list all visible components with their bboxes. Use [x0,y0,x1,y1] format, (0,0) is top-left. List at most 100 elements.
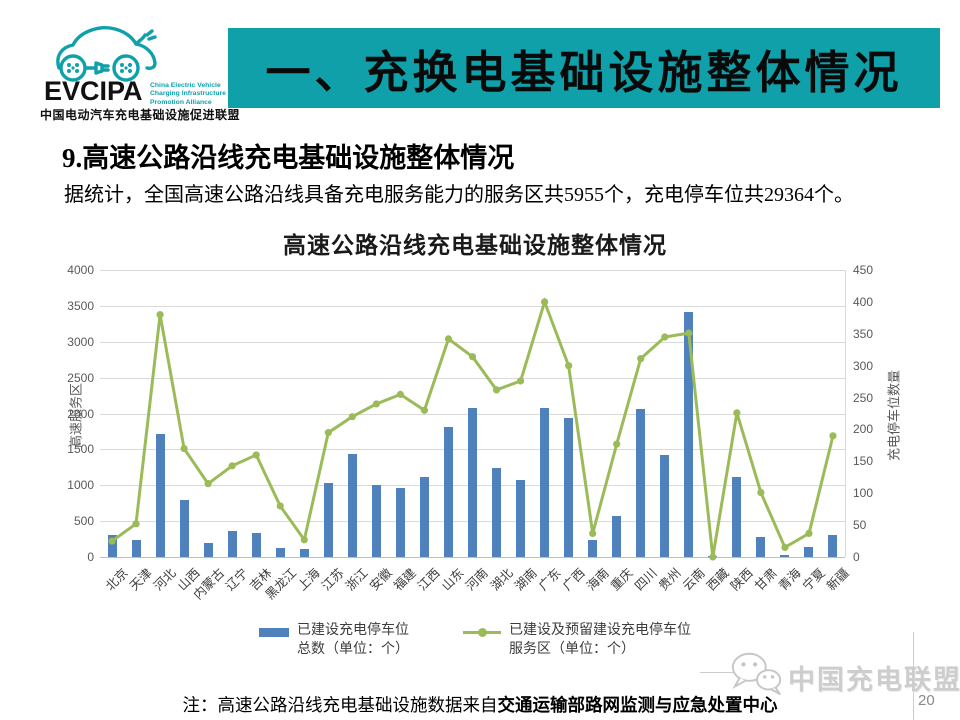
left-tick-3000: 3000 [67,334,94,349]
section-summary: 据统计，全国高速公路沿线具备充电服务能力的服务区共5955个，充电停车位共293… [64,184,854,206]
line-point-内蒙古 [204,480,212,488]
left-tick-500: 500 [73,514,94,529]
bar-四川 [636,408,646,557]
bar-江苏 [323,483,333,557]
line-point-福建 [396,390,405,398]
line-point-江苏 [324,429,332,437]
left-tick-1500: 1500 [67,442,94,457]
line-path [111,297,835,558]
bar-山东 [443,426,453,557]
gridline [100,270,845,271]
right-tick-50: 50 [853,518,867,533]
page-title: 一、充换电基础设施整体情况 [265,47,903,98]
bar-青海 [780,555,790,557]
right-tick-150: 150 [853,454,874,469]
legend-bar-label: 已建设充电停车位 总数（单位：个） [297,623,409,657]
header-band: 一、充换电基础设施整体情况 [228,28,940,108]
left-tick-2500: 2500 [67,370,94,385]
bar-山西 [179,499,189,557]
bar-广西 [564,417,574,557]
line-series [108,297,837,561]
line-point-广东 [540,298,549,306]
plot-area [100,270,846,561]
left-axis-title: 高速服务区 [68,383,84,449]
right-tick-0: 0 [853,550,860,564]
page-number: 20 [918,692,935,709]
line-point-黑龙江 [276,502,284,510]
bar-上海 [299,549,309,557]
bar-贵州 [660,455,670,557]
line-point-辽宁 [228,462,236,470]
bar-湖北 [492,468,502,557]
line-point-山西 [180,444,188,453]
bar-新疆 [828,534,838,557]
bar-辽宁 [227,531,237,557]
line-point-河南 [468,353,477,361]
gridline [100,341,845,343]
line-point-上海 [300,536,308,544]
watermark: 中国充电联盟 [728,650,960,702]
line-point-吉林 [252,451,260,459]
line-point-湖南 [516,377,525,385]
bar-甘肃 [756,536,766,557]
bar-黑龙江 [275,548,285,557]
section-heading: 9.高速公路沿线充电基础设施整体情况 [62,143,515,173]
line-series-swatch [463,626,501,638]
line-point-天津 [132,520,140,528]
line-point-浙江 [348,413,356,421]
decor-hline [700,672,742,673]
line-point-山东 [444,335,453,343]
line-point-贵州 [661,333,669,341]
left-tick-1000: 1000 [67,478,94,493]
line-point-江西 [420,406,429,414]
decor-vline [913,632,914,720]
right-tick-100: 100 [853,486,874,501]
bar-江西 [419,476,429,557]
bar-重庆 [612,516,622,557]
line-point-广西 [565,362,573,370]
note-prefix: 注：高速公路沿线充电基础设施数据来自 [182,695,498,715]
bar-内蒙古 [203,543,213,557]
bar-吉林 [251,532,261,557]
line-point-北京 [108,537,116,545]
line-point-四川 [637,355,645,363]
bar-宁夏 [804,547,814,557]
line-point-云南 [685,329,693,337]
bar-河南 [468,408,477,557]
wechat-icon [731,652,782,696]
x-axis-line [100,557,845,558]
right-tick-400: 400 [853,294,874,309]
left-tick-3500: 3500 [67,298,94,313]
chart-legend: 已建设充电停车位 总数（单位：个） 已建设及预留建设充电停车位 服务区（单位：个… [60,622,890,660]
bar-广东 [540,408,550,557]
line-point-海南 [589,529,597,538]
legend-item-bars: 已建设充电停车位 总数（单位：个） [259,622,409,660]
bar-海南 [588,539,598,557]
bar-安徽 [371,484,381,557]
x-label-新疆: 新疆 [824,565,852,594]
chart-title: 高速公路沿线充电基础设施整体情况 [283,233,667,258]
note-source-bold: 交通运输部路网监测与应急处置中心 [497,695,778,715]
left-tick-0: 0 [87,550,94,564]
bar-湖南 [516,479,526,557]
right-tick-350: 350 [853,326,874,341]
line-point-陕西 [733,409,741,417]
logo-chinese-name: 中国电动汽车充电基础设施促进联盟 [40,108,241,122]
bar-河北 [155,433,165,557]
right-tick-250: 250 [853,390,874,405]
right-axis-title: 充电停车位数量 [886,370,902,462]
watermark-text: 中国充电联盟 [788,665,960,695]
right-tick-200: 200 [853,422,874,437]
line-point-湖北 [492,386,501,394]
line-point-重庆 [613,440,621,448]
legend-item-line: 已建设及预留建设充电停车位 服务区（单位：个） [463,622,691,660]
gridline [100,377,845,379]
bar-云南 [684,311,694,557]
right-axis-line [845,270,846,557]
right-tick-450: 450 [853,263,874,277]
bar-浙江 [347,454,357,557]
evcipa-logo: EVCIPA China Electric Vehicle Charging I… [38,12,241,122]
line-point-甘肃 [757,488,765,497]
chart: 高速公路沿线充电基础设施整体情况 4000 3500 3000 2500 2000 150… [60,218,905,684]
